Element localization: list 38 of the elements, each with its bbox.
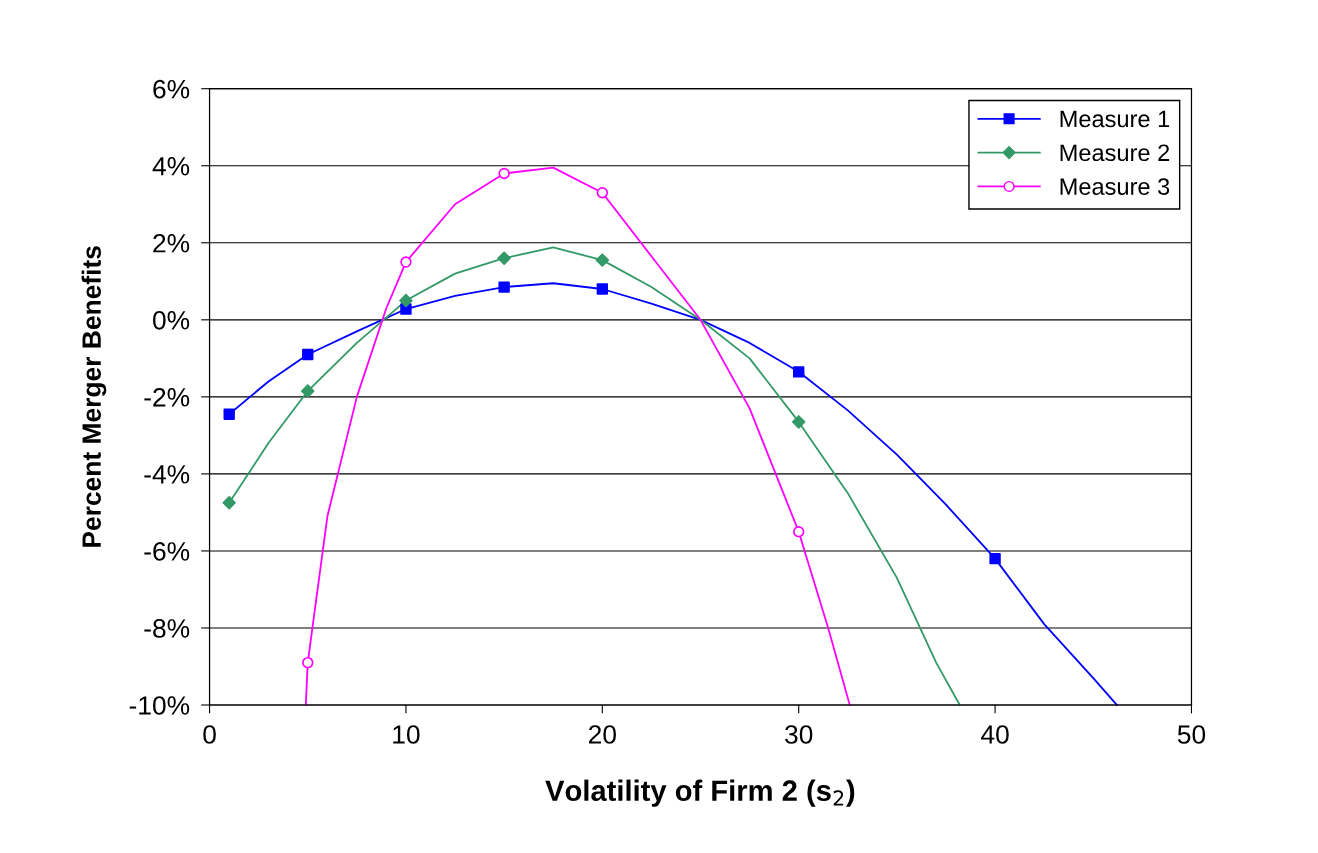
- x-tick-label: 30: [785, 725, 813, 744]
- point: [301, 384, 315, 398]
- y-tick-label: -6%: [144, 542, 190, 561]
- point: [400, 256, 412, 268]
- line-series: [304, 166, 851, 706]
- point: [498, 167, 510, 180]
- y-tick-label: 2%: [153, 233, 190, 253]
- point: [989, 552, 1001, 565]
- legend-label: Measure 3: [1060, 178, 1170, 195]
- x-tick-label: 10: [393, 725, 420, 744]
- y-tick-label: -10%: [129, 696, 190, 715]
- point: [302, 348, 314, 361]
- y-tick-label: -4%: [144, 465, 190, 484]
- point: [793, 366, 805, 378]
- y-tick-label: 4%: [152, 157, 190, 176]
- x-tick-label: 20: [588, 725, 616, 744]
- y-tick-label: -8%: [144, 619, 190, 638]
- legend-label: Measure 2: [1060, 144, 1170, 162]
- point: [596, 187, 609, 199]
- x-tick-label: 50: [1177, 725, 1206, 744]
- y-axis-title: Percent Merger Benefits: [81, 246, 107, 547]
- legend-label: Measure 1: [1060, 110, 1170, 128]
- point: [497, 251, 511, 265]
- point: [302, 656, 314, 669]
- y-tick-label: -2%: [144, 387, 190, 407]
- x-tick-label: 40: [981, 725, 1009, 744]
- point: [596, 283, 609, 295]
- y-tick-label: 6%: [153, 79, 190, 99]
- y-tick-label: 0%: [153, 310, 190, 330]
- point: [793, 525, 805, 538]
- x-tick-label: 0: [203, 725, 216, 744]
- x-axis-title: Volatility of Firm 2 (s$_{2}$): [545, 779, 855, 807]
- point: [399, 293, 413, 308]
- point: [222, 496, 236, 510]
- point: [595, 253, 610, 267]
- point: [498, 281, 510, 293]
- point: [223, 408, 235, 420]
- point: [791, 415, 806, 429]
